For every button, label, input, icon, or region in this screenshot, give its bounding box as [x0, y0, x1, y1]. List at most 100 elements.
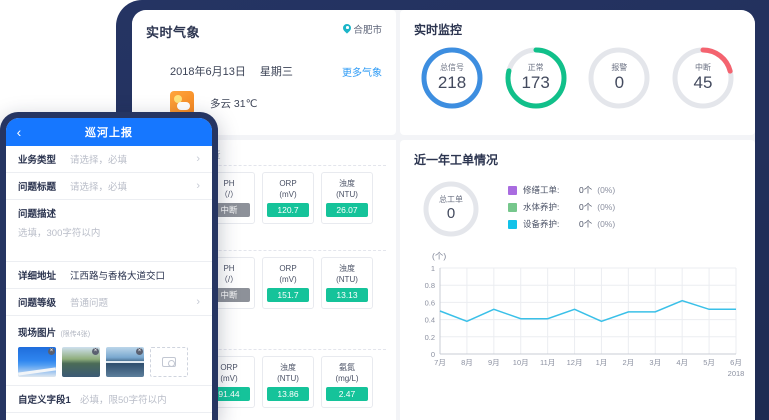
- divider: [144, 165, 386, 166]
- svg-text:3月: 3月: [649, 358, 661, 367]
- photos-header: 现场图片 (限传4张): [18, 323, 200, 341]
- sensor-label: PH: [223, 264, 235, 273]
- svg-text:4月: 4月: [676, 358, 688, 367]
- svg-text:0.8: 0.8: [425, 281, 435, 290]
- field-label: 自定义字段1: [18, 395, 71, 406]
- field-custom-2[interactable]: 自定义字段2 选填，限50字符以内: [6, 413, 212, 420]
- svg-text:1月: 1月: [596, 358, 608, 367]
- gauge-interrupted[interactable]: 中断 45: [669, 44, 737, 112]
- svg-text:0.4: 0.4: [425, 316, 435, 325]
- sensor-card[interactable]: 氨氮 (mg/L) 2.47: [321, 356, 373, 408]
- field-placeholder: 请选择，必填: [70, 155, 128, 166]
- gauge-alarm[interactable]: 报警 0: [585, 44, 653, 112]
- sensor-unit: (mV): [220, 374, 238, 383]
- gauge-total-signal[interactable]: 总信号 218: [418, 44, 486, 112]
- legend-percent: (0%): [597, 185, 616, 195]
- chevron-left-icon[interactable]: ‹: [16, 124, 22, 140]
- legend-item-repair[interactable]: 修缮工单: 0个 (0%): [508, 184, 615, 196]
- trend-line-svg: 0 0.2 0.4 0.6 0.8 1 7月 8月 9月 10月 11月 12月 1月 2月 3月 4月 5月 6…: [425, 264, 745, 378]
- svg-text:7月: 7月: [434, 358, 446, 367]
- realtime-monitor-card: 实时监控 总信号 218: [400, 10, 755, 135]
- legend-value: 0个: [579, 202, 593, 212]
- mobile-screen: ‹ 巡河上报 业务类型 请选择，必填 › 问题标题 请选择，必填 › 问题描述 …: [6, 118, 212, 420]
- sensor-card[interactable]: ORP (mV) 120.7: [262, 172, 314, 224]
- monitor-title: 实时监控: [414, 23, 463, 37]
- sensor-label: 浊度: [339, 179, 355, 188]
- gauge-center: 总工单 0: [420, 178, 482, 240]
- sensor-card[interactable]: 浊度 (NTU) 26.07: [321, 172, 373, 224]
- field-label: 详细地址: [18, 271, 57, 282]
- sensor-value: 13.13: [326, 288, 368, 302]
- photo-thumbnail-list: × × ×: [18, 347, 200, 377]
- sensor-card[interactable]: 浊度 (NTU) 13.13: [321, 257, 373, 309]
- svg-text:2月: 2月: [623, 358, 635, 367]
- field-problem-description[interactable]: 问题描述 选填，300字符以内: [6, 200, 212, 262]
- legend-item-water-maintenance[interactable]: 水体养护: 0个 (0%): [508, 201, 615, 213]
- field-label: 问题描述: [18, 209, 57, 220]
- photos-hint: (限传4张): [60, 331, 91, 338]
- gauge-label: 报警: [611, 63, 628, 72]
- field-detail-address[interactable]: 详细地址 江西路与香格大道交口: [6, 262, 212, 289]
- field-label: 业务类型: [18, 155, 57, 166]
- field-value: 普通问题: [70, 298, 109, 309]
- sensor-value: 26.07: [326, 203, 368, 217]
- field-placeholder: 选填，300字符以内: [18, 228, 101, 239]
- sensor-label: 浊度: [339, 264, 355, 273]
- legend-value: 0个: [579, 219, 593, 229]
- legend-item-equipment-maintenance[interactable]: 设备养护: 0个 (0%): [508, 218, 615, 230]
- field-problem-title[interactable]: 问题标题 请选择，必填 ›: [6, 173, 212, 200]
- sensor-card[interactable]: ORP (mV) 151.7: [262, 257, 314, 309]
- sensor-unit: (mg/L): [335, 374, 359, 383]
- svg-text:10月: 10月: [513, 358, 529, 367]
- field-site-photos: 现场图片 (限传4张) × × ×: [6, 316, 212, 386]
- chevron-right-icon: ›: [196, 180, 200, 192]
- weather-date: 2018年6月13日: [170, 66, 246, 78]
- monitor-gauge-group: 总信号 218 正常 173: [414, 44, 741, 112]
- photo-lake-walkway[interactable]: ×: [106, 347, 144, 377]
- close-circle-icon[interactable]: ×: [48, 348, 55, 355]
- workorder-trend-chart: (个) 0 0.2 0.4 0.6 0.8 1 7月 8月 9月 10月 11月 12月 1月 2月 3月 4…: [414, 250, 745, 389]
- photo-green-pond[interactable]: ×: [62, 347, 100, 377]
- legend-label: 设备养护:: [523, 219, 560, 229]
- sun-cloud-icon: [170, 91, 194, 115]
- gauge-normal[interactable]: 正常 173: [502, 44, 570, 112]
- field-business-type[interactable]: 业务类型 请选择，必填 ›: [6, 146, 212, 173]
- mobile-titlebar: ‹ 巡河上报: [6, 118, 212, 146]
- field-problem-level[interactable]: 问题等级 普通问题 ›: [6, 289, 212, 316]
- gauge-total-workorder[interactable]: 总工单 0: [420, 178, 482, 240]
- sensor-label: 浊度: [280, 363, 296, 372]
- field-label: 问题等级: [18, 298, 57, 309]
- sensor-unit: (mV): [279, 275, 297, 284]
- photo-river-railing[interactable]: ×: [18, 347, 56, 377]
- location-pin-icon: [343, 24, 351, 35]
- field-custom-1[interactable]: 自定义字段1 必填，限50字符以内: [6, 386, 212, 413]
- legend-label: 水体养护:: [523, 202, 560, 212]
- sensor-unit: （/）: [219, 190, 239, 199]
- weather-condition: 多云 31℃: [210, 97, 258, 110]
- legend-label: 修缮工单:: [523, 185, 560, 195]
- sensor-label: ORP: [279, 264, 297, 273]
- weather-condition-row: 多云 31℃: [146, 91, 382, 115]
- gauge-label: 中断: [694, 63, 711, 72]
- gauge-label: 总工单: [439, 195, 463, 204]
- weather-card-header: 实时气象 合肥市: [146, 22, 382, 41]
- mobile-title: 巡河上报: [85, 127, 133, 139]
- close-circle-icon[interactable]: ×: [136, 348, 143, 355]
- chevron-right-icon: ›: [196, 296, 200, 308]
- sensor-value: 91.44: [208, 387, 250, 401]
- weather-title: 实时气象: [146, 25, 201, 40]
- workorder-title: 近一年工单情况: [414, 153, 499, 167]
- field-value: 江西路与香格大道交口: [70, 271, 166, 282]
- sensor-label: ORP: [220, 363, 238, 372]
- field-label: 问题标题: [18, 182, 57, 193]
- sensor-card[interactable]: 浊度 (NTU) 13.86: [262, 356, 314, 408]
- legend-value: 0个: [579, 185, 593, 195]
- sensor-label: 氨氮: [339, 363, 355, 372]
- close-circle-icon[interactable]: ×: [92, 348, 99, 355]
- add-photo-button[interactable]: [150, 347, 188, 377]
- sensor-unit: (NTU): [336, 275, 358, 284]
- svg-text:1: 1: [431, 264, 435, 273]
- workorder-card: 近一年工单情况 总工单 0 修缮工单: 0个: [400, 140, 755, 420]
- sensor-unit: (mV): [279, 190, 297, 199]
- more-weather-link[interactable]: 更多气象: [342, 67, 382, 79]
